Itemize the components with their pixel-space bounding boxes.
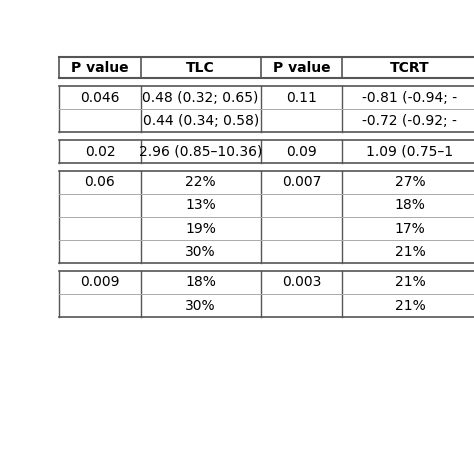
Text: 0.02: 0.02 — [85, 145, 115, 159]
Text: 0.11: 0.11 — [286, 91, 317, 105]
Text: 1.09 (0.75–1: 1.09 (0.75–1 — [366, 145, 454, 159]
Text: 30%: 30% — [185, 299, 216, 312]
Text: 0.003: 0.003 — [282, 275, 321, 290]
Text: 19%: 19% — [185, 221, 216, 236]
Text: 2.96 (0.85–10.36): 2.96 (0.85–10.36) — [139, 145, 263, 159]
Text: 22%: 22% — [185, 175, 216, 190]
Text: 0.44 (0.34; 0.58): 0.44 (0.34; 0.58) — [143, 114, 259, 128]
Text: 21%: 21% — [394, 299, 425, 312]
Text: 0.046: 0.046 — [80, 91, 120, 105]
Text: 18%: 18% — [185, 275, 216, 290]
Text: P value: P value — [273, 61, 330, 75]
Text: 0.007: 0.007 — [282, 175, 321, 190]
Text: 17%: 17% — [394, 221, 425, 236]
Text: 27%: 27% — [395, 175, 425, 190]
Text: 21%: 21% — [394, 275, 425, 290]
Text: 30%: 30% — [185, 245, 216, 259]
Text: 21%: 21% — [394, 245, 425, 259]
Text: TCRT: TCRT — [390, 61, 430, 75]
Text: 0.09: 0.09 — [286, 145, 317, 159]
Text: TLC: TLC — [186, 61, 215, 75]
Text: P value: P value — [71, 61, 129, 75]
Text: -0.81 (-0.94; -: -0.81 (-0.94; - — [363, 91, 457, 105]
Text: 0.06: 0.06 — [84, 175, 115, 190]
Text: 0.009: 0.009 — [80, 275, 120, 290]
Text: -0.72 (-0.92; -: -0.72 (-0.92; - — [363, 114, 457, 128]
Text: 0.48 (0.32; 0.65): 0.48 (0.32; 0.65) — [143, 91, 259, 105]
Text: 18%: 18% — [394, 199, 425, 212]
Text: 13%: 13% — [185, 199, 216, 212]
